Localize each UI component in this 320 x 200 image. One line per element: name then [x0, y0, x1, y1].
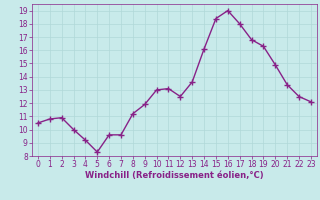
- X-axis label: Windchill (Refroidissement éolien,°C): Windchill (Refroidissement éolien,°C): [85, 171, 264, 180]
